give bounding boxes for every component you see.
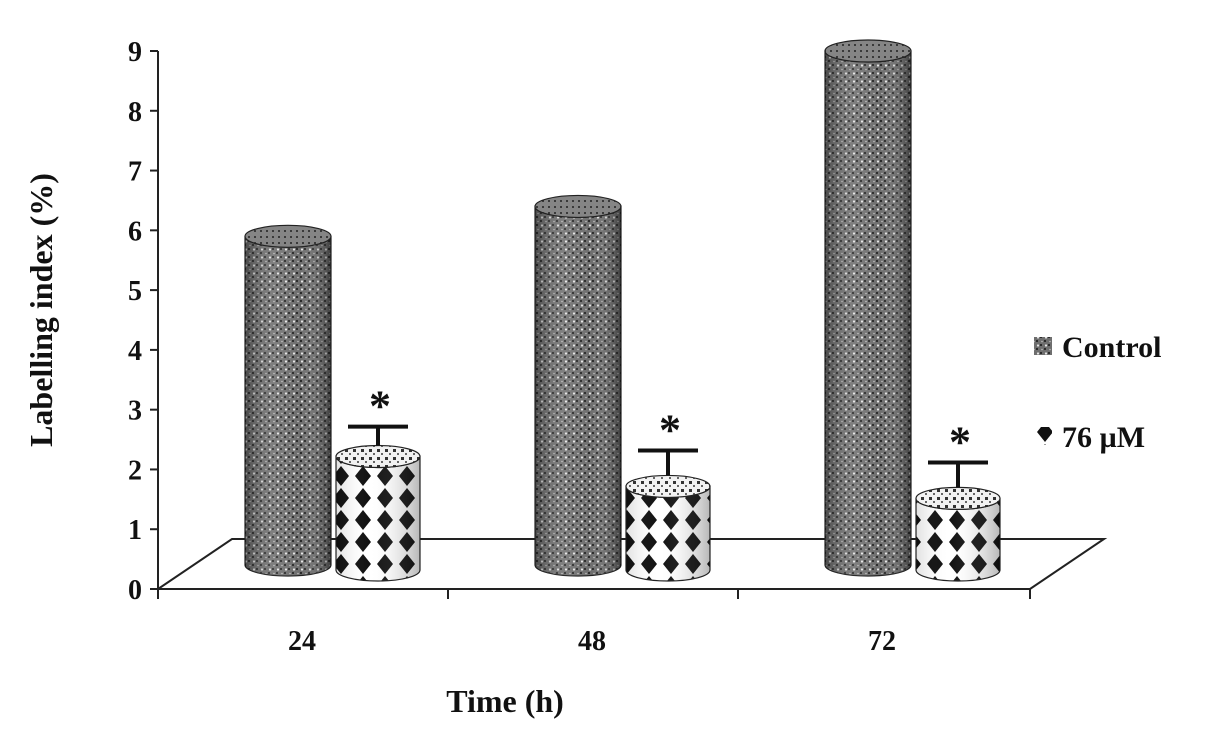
bar-control-48-shading (535, 206, 621, 576)
x-tick-label: 48 (578, 626, 606, 657)
legend-swatch-control (1034, 337, 1052, 355)
bar-control-48 (534, 194, 622, 577)
y-tick-label: 5 (128, 276, 142, 307)
x-axis-title: Time (h) (446, 683, 564, 719)
bar-control-72 (824, 39, 912, 577)
y-tick-label: 7 (128, 157, 142, 188)
bar-76um-48-top (625, 474, 711, 499)
y-tick-label: 9 (128, 37, 142, 68)
bar-76um-24-top (335, 444, 421, 469)
bar-control-24-shading (245, 236, 331, 577)
legend: Control 76 µM (1034, 331, 1161, 454)
bar-76um-48-shading (626, 486, 710, 581)
bar-76um-48 (625, 474, 711, 582)
bar-76um-24-shading (336, 456, 420, 581)
y-tick-label: 6 (128, 216, 142, 247)
bars: * * * (244, 39, 1001, 582)
bar-control-72-top (824, 39, 912, 63)
y-tick-label: 2 (128, 455, 142, 486)
significance-marker-48: * (659, 406, 681, 455)
y-tick-label: 3 (128, 396, 142, 427)
bar-76um-72 (915, 486, 1001, 582)
bar-control-48-top (534, 194, 622, 219)
bar-76um-72-shading (916, 498, 1000, 581)
y-tick-label: 8 (128, 97, 142, 128)
bar-control-24-top (244, 224, 332, 248)
significance-marker-72: * (949, 418, 971, 467)
bar-control-24 (244, 224, 332, 577)
bar-76um-72-top (915, 486, 1001, 510)
y-tick-label: 1 (128, 515, 142, 546)
y-tick-label: 0 (128, 575, 142, 606)
y-axis-title: Labelling index (%) (23, 173, 59, 447)
bar-control-72-shading (825, 51, 911, 576)
x-tick-label: 24 (288, 626, 316, 657)
significance-marker-24: * (369, 382, 391, 431)
axes (150, 50, 1031, 599)
legend-swatch-76um (1034, 427, 1052, 445)
y-tick-label: 4 (128, 336, 142, 367)
legend-label-76um: 76 µM (1062, 421, 1145, 454)
legend-label-control: Control (1062, 331, 1161, 364)
bar-76um-24 (335, 444, 421, 582)
x-tick-label: 72 (868, 626, 896, 657)
tick-labels: 0 1 2 3 4 5 6 7 8 9 24 48 72 (128, 37, 896, 657)
